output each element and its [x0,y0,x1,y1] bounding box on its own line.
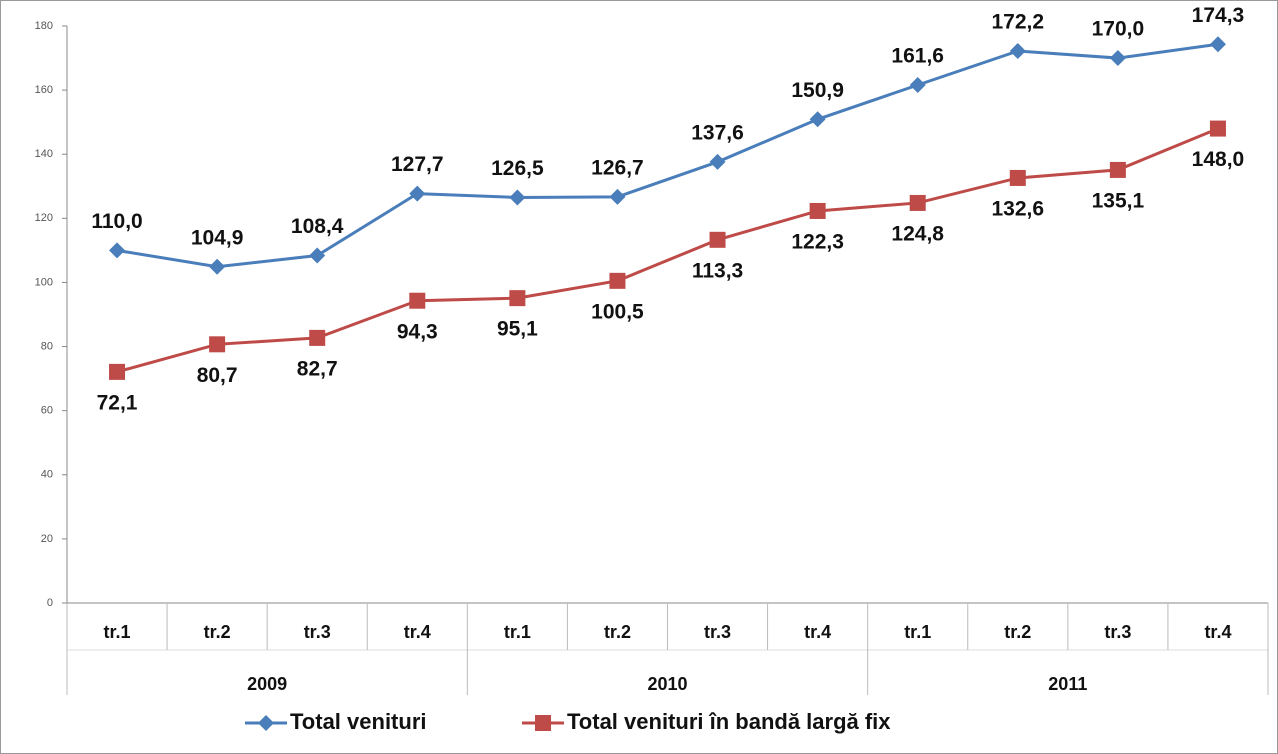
point-marker [1009,169,1026,186]
value-label: 72,1 [97,391,138,414]
value-label: 82,7 [297,357,338,380]
value-label: 148,0 [1192,148,1245,171]
point-marker [209,258,226,275]
point-marker [609,272,626,289]
point-marker [909,76,926,93]
series-line [116,42,1219,269]
y-tick-label: 180 [35,20,53,32]
x-tick-label: tr.4 [1204,622,1231,642]
x-tick-label: tr.3 [304,622,331,642]
value-label: 172,2 [992,11,1045,34]
value-label: 161,6 [891,45,944,68]
point-marker [109,242,126,259]
point-marker [409,292,426,309]
value-label: 126,5 [491,157,544,180]
point-marker [1109,50,1126,67]
value-label: 150,9 [791,79,844,102]
point-marker [509,189,526,206]
point-marker [909,194,926,211]
point-marker [809,111,826,128]
legend-marker [258,715,274,731]
value-label: 100,5 [591,300,644,323]
point-marker [409,185,426,202]
value-label: 170,0 [1092,18,1145,41]
series-line [116,127,1219,374]
value-label: 124,8 [891,222,944,245]
value-label: 126,7 [591,156,644,179]
value-label: 113,3 [692,259,743,282]
x-tick-label: tr.3 [704,622,731,642]
point-marker [609,188,626,205]
point-marker [309,329,326,346]
y-tick-label: 160 [35,84,53,96]
y-tick-label: 0 [47,597,53,609]
point-marker [1209,36,1226,53]
legend-marker [535,715,551,731]
y-tick-label: 100 [35,276,53,288]
y-tick-label: 60 [41,405,53,417]
point-marker [509,290,526,307]
point-marker [1009,43,1026,60]
x-tick-label: tr.4 [404,622,431,642]
y-tick-label: 140 [35,148,53,160]
x-tick-label: tr.3 [1104,622,1131,642]
value-label: 174,3 [1192,4,1245,27]
point-marker [109,363,126,380]
x-tick-label: tr.1 [504,622,531,642]
point-marker [309,247,326,264]
point-marker [709,153,726,170]
point-marker [1109,161,1126,178]
value-label: 94,3 [397,320,438,343]
x-tick-label: tr.2 [204,622,231,642]
x-tick-label: tr.1 [104,622,131,642]
x-tick-label: tr.4 [804,622,831,642]
y-tick-label: 20 [41,533,53,545]
x-tick-label: tr.2 [1004,622,1031,642]
y-tick-label: 40 [41,469,53,481]
point-marker [809,202,826,219]
value-label: 108,4 [291,215,344,238]
x-tick-label: tr.1 [904,622,931,642]
year-label: 2011 [1048,674,1087,694]
value-label: 137,6 [691,121,744,144]
legend-label: Total venituri în bandă largă fix [567,709,891,734]
value-label: 122,3 [791,231,844,254]
x-tick-label: tr.2 [604,622,631,642]
value-label: 127,7 [391,153,444,176]
y-tick-label: 120 [35,212,53,224]
value-label: 110,0 [91,210,142,233]
value-label: 132,6 [992,197,1045,220]
value-label: 80,7 [197,364,238,387]
y-tick-label: 80 [41,340,53,352]
value-label: 135,1 [1092,189,1145,212]
point-marker [209,336,226,353]
legend-label: Total venituri [290,709,427,734]
value-label: 95,1 [497,318,538,341]
year-label: 2009 [247,674,287,694]
year-label: 2010 [647,674,687,694]
value-label: 104,9 [191,226,244,249]
point-marker [1209,120,1226,137]
point-marker [709,231,726,248]
